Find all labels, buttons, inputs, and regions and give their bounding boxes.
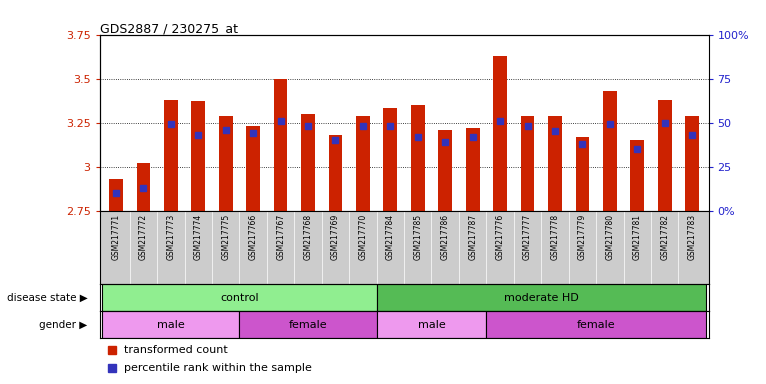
Text: transformed count: transformed count: [124, 345, 228, 355]
Bar: [466, 128, 480, 210]
Bar: [377, 285, 705, 311]
Text: GSM217769: GSM217769: [331, 214, 340, 260]
Bar: [686, 116, 699, 210]
Bar: [273, 79, 287, 210]
Bar: [630, 140, 644, 210]
Text: GSM217770: GSM217770: [358, 214, 368, 260]
Text: female: female: [577, 319, 615, 329]
Text: female: female: [289, 319, 327, 329]
Bar: [164, 100, 178, 210]
Text: GSM217787: GSM217787: [468, 214, 477, 260]
Bar: [548, 116, 561, 210]
Text: control: control: [220, 293, 259, 303]
Text: GSM217773: GSM217773: [166, 214, 175, 260]
Text: GSM217767: GSM217767: [276, 214, 285, 260]
Text: GSM217768: GSM217768: [303, 214, 313, 260]
Bar: [377, 311, 486, 338]
Bar: [219, 116, 233, 210]
Bar: [356, 116, 370, 210]
Bar: [411, 105, 424, 210]
Text: GDS2887 / 230275_at: GDS2887 / 230275_at: [100, 22, 237, 35]
Bar: [192, 101, 205, 210]
Text: GSM217775: GSM217775: [221, 214, 231, 260]
Bar: [575, 137, 589, 210]
Bar: [247, 126, 260, 210]
Text: gender ▶: gender ▶: [39, 319, 87, 329]
Text: GSM217766: GSM217766: [249, 214, 257, 260]
Bar: [240, 311, 377, 338]
Bar: [384, 108, 398, 210]
Bar: [110, 179, 123, 210]
Text: GSM217785: GSM217785: [414, 214, 422, 260]
Text: male: male: [157, 319, 185, 329]
Text: moderate HD: moderate HD: [504, 293, 578, 303]
Text: GSM217774: GSM217774: [194, 214, 203, 260]
Text: GSM217783: GSM217783: [688, 214, 696, 260]
Bar: [301, 114, 315, 210]
Text: GSM217780: GSM217780: [605, 214, 614, 260]
Bar: [486, 311, 705, 338]
Text: GSM217772: GSM217772: [139, 214, 148, 260]
Bar: [103, 311, 240, 338]
Text: GSM217779: GSM217779: [578, 214, 587, 260]
Bar: [329, 135, 342, 210]
Text: GSM217776: GSM217776: [496, 214, 505, 260]
Bar: [103, 285, 377, 311]
Bar: [136, 163, 150, 210]
Text: GSM217777: GSM217777: [523, 214, 532, 260]
Bar: [658, 100, 672, 210]
Text: disease state ▶: disease state ▶: [7, 293, 87, 303]
Bar: [493, 56, 507, 210]
Bar: [521, 116, 535, 210]
Text: GSM217782: GSM217782: [660, 214, 669, 260]
Text: GSM217778: GSM217778: [551, 214, 559, 260]
Bar: [603, 91, 617, 210]
Text: GSM217786: GSM217786: [440, 214, 450, 260]
Text: male: male: [417, 319, 445, 329]
Text: GSM217784: GSM217784: [386, 214, 394, 260]
Text: percentile rank within the sample: percentile rank within the sample: [124, 363, 312, 373]
Text: GSM217781: GSM217781: [633, 214, 642, 260]
Bar: [438, 129, 452, 210]
Text: GSM217771: GSM217771: [112, 214, 120, 260]
